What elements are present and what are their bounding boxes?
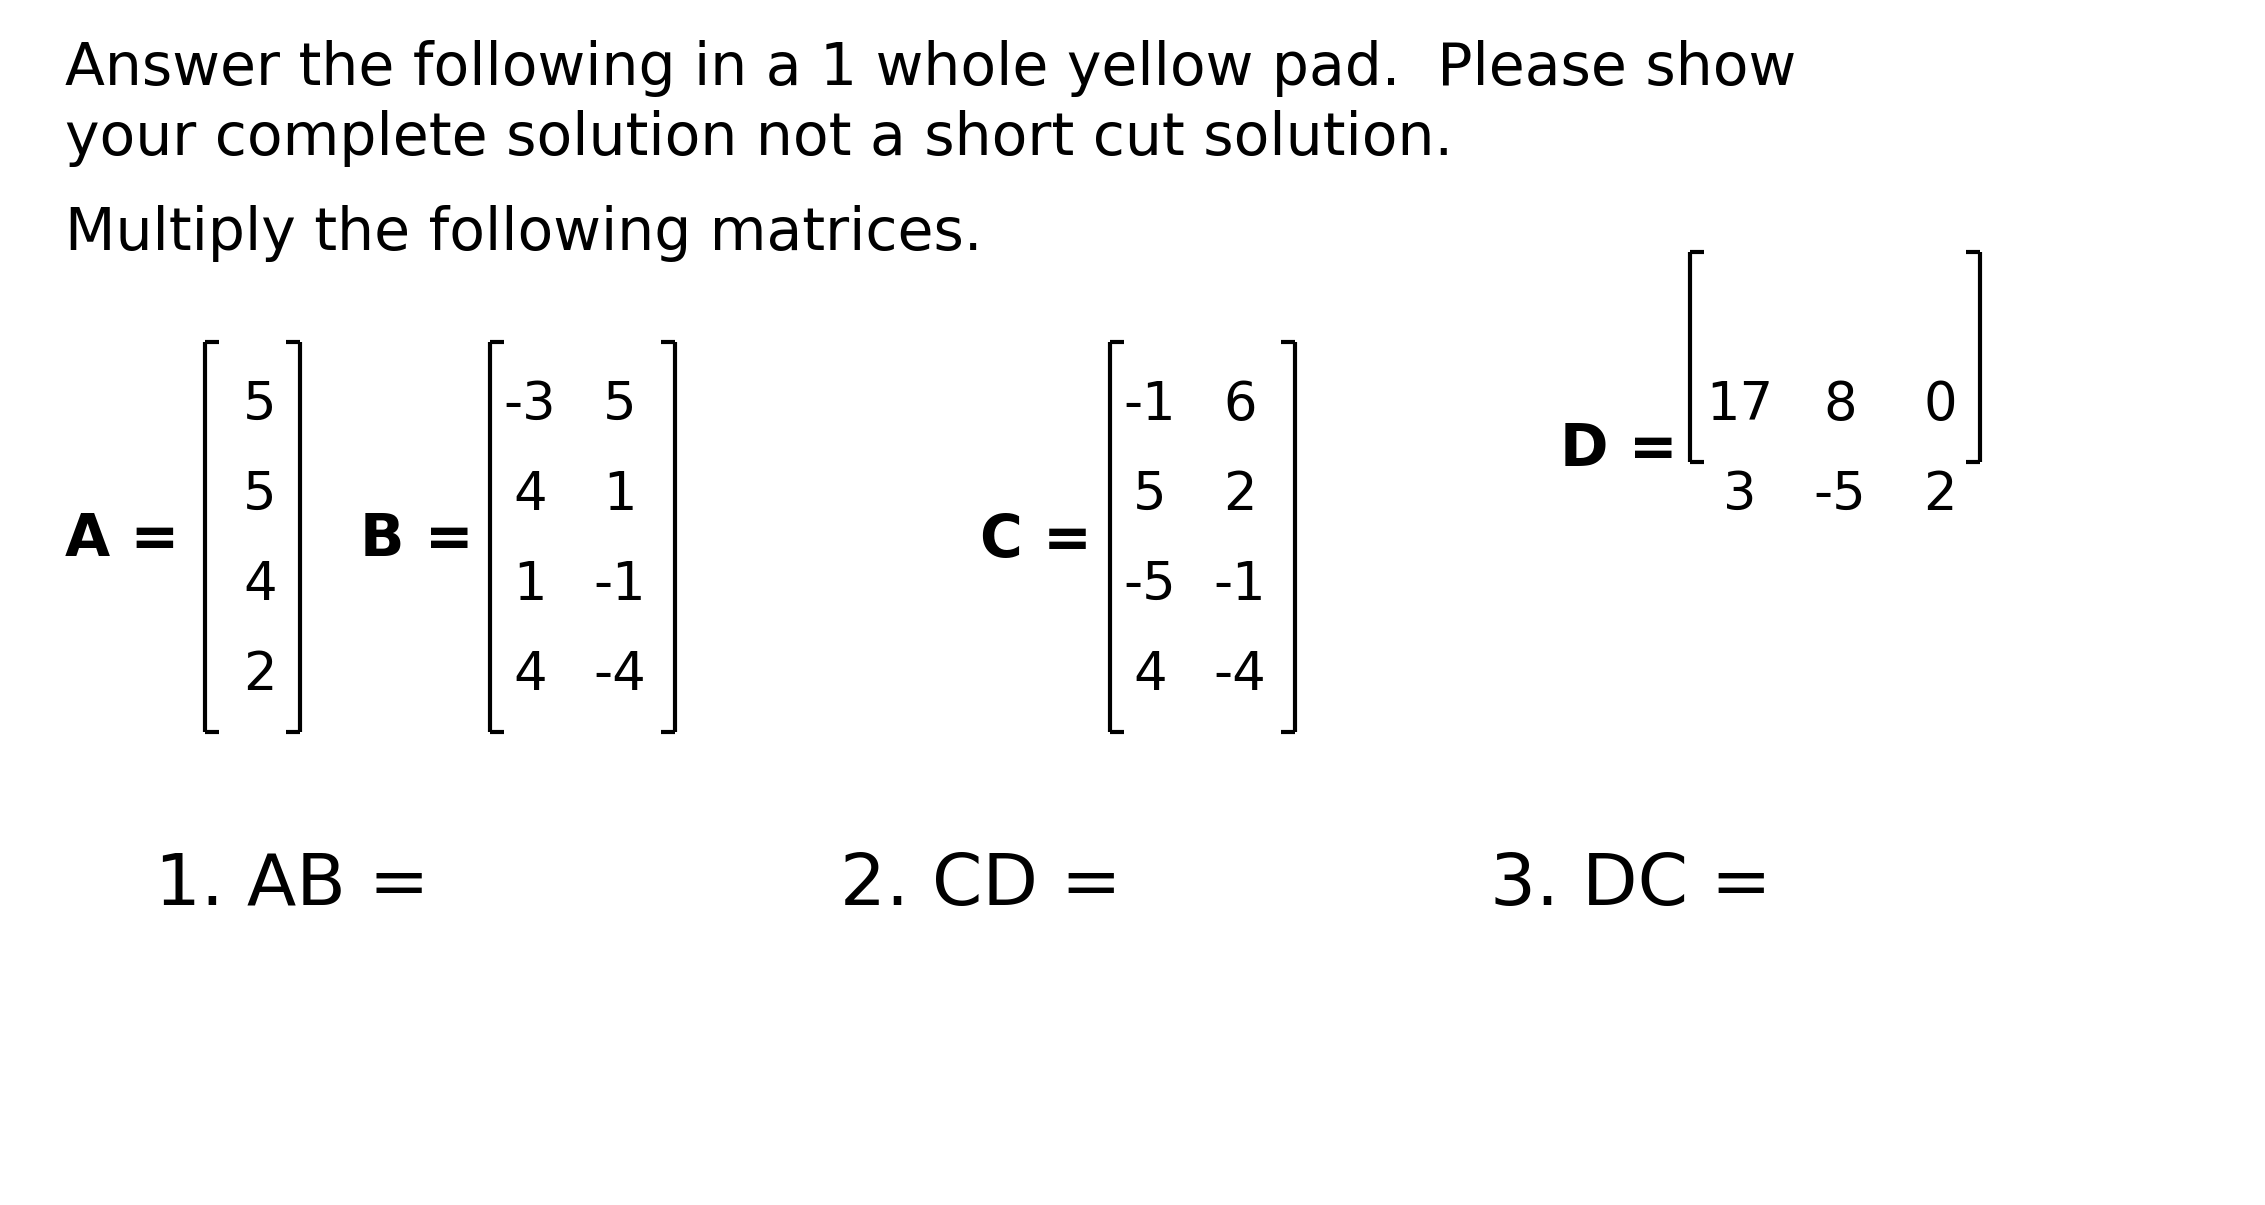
Text: 5: 5 [242,380,276,431]
Text: B =: B = [360,511,473,569]
Text: 6: 6 [1223,380,1257,431]
Text: 1. AB =: 1. AB = [154,851,430,919]
Text: -4: -4 [1214,649,1266,701]
Text: 2. CD =: 2. CD = [840,851,1121,919]
Text: 17: 17 [1706,380,1773,431]
Text: A =: A = [66,511,179,569]
Text: 2: 2 [242,649,276,701]
Text: 4: 4 [242,559,276,611]
Text: 0: 0 [1923,380,1957,431]
Text: 3: 3 [1724,469,1758,521]
Text: -5: -5 [1123,559,1176,611]
Text: 4: 4 [514,469,546,521]
Text: 2: 2 [1923,469,1957,521]
Text: 4: 4 [514,649,546,701]
Text: -1: -1 [593,559,646,611]
Text: -5: -5 [1814,469,1866,521]
Text: -3: -3 [503,380,557,431]
Text: 5: 5 [602,380,636,431]
Text: 1: 1 [514,559,546,611]
Text: 4: 4 [1132,649,1166,701]
Text: 1: 1 [602,469,636,521]
Text: -1: -1 [1214,559,1266,611]
Text: your complete solution not a short cut solution.: your complete solution not a short cut s… [66,110,1454,167]
Text: 5: 5 [1132,469,1166,521]
Text: 8: 8 [1823,380,1857,431]
Text: -4: -4 [593,649,646,701]
Text: Multiply the following matrices.: Multiply the following matrices. [66,205,983,261]
Text: D =: D = [1561,422,1678,478]
Text: 3. DC =: 3. DC = [1490,851,1771,919]
Text: -1: -1 [1123,380,1176,431]
Text: 5: 5 [242,469,276,521]
Text: 2: 2 [1223,469,1257,521]
Text: Answer the following in a 1 whole yellow pad.  Please show: Answer the following in a 1 whole yellow… [66,40,1796,96]
Text: C =: C = [981,511,1092,569]
